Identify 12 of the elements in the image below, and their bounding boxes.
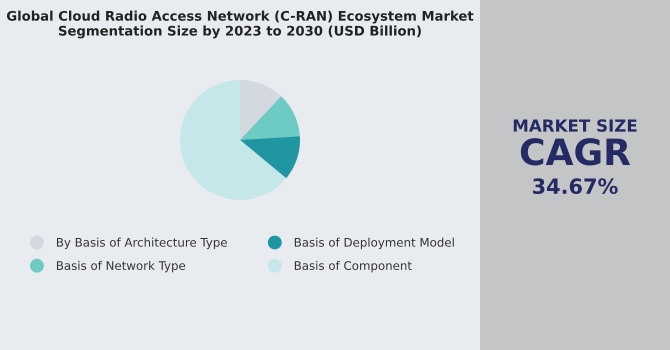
pie-slice [240, 80, 282, 140]
legend-label: Basis of Network Type [56, 260, 186, 272]
pie-slice [240, 136, 300, 178]
pie-slice [240, 96, 300, 140]
pie-slice [180, 80, 286, 200]
text: CAGR [520, 138, 630, 166]
text: MARKET SIZE [514, 119, 637, 132]
chart-title: Global Cloud Radio Access Network (C-RAN) Ecosystem Market Segmentation Size by 2023 to 2030 (USD Billion) [6, 10, 474, 38]
legend-label: Basis of Deployment Model [294, 238, 454, 250]
legend-label: By Basis of Architecture Type [56, 238, 227, 250]
legend-label: Basis of Component [294, 260, 412, 272]
text: 34.67% [533, 178, 618, 194]
